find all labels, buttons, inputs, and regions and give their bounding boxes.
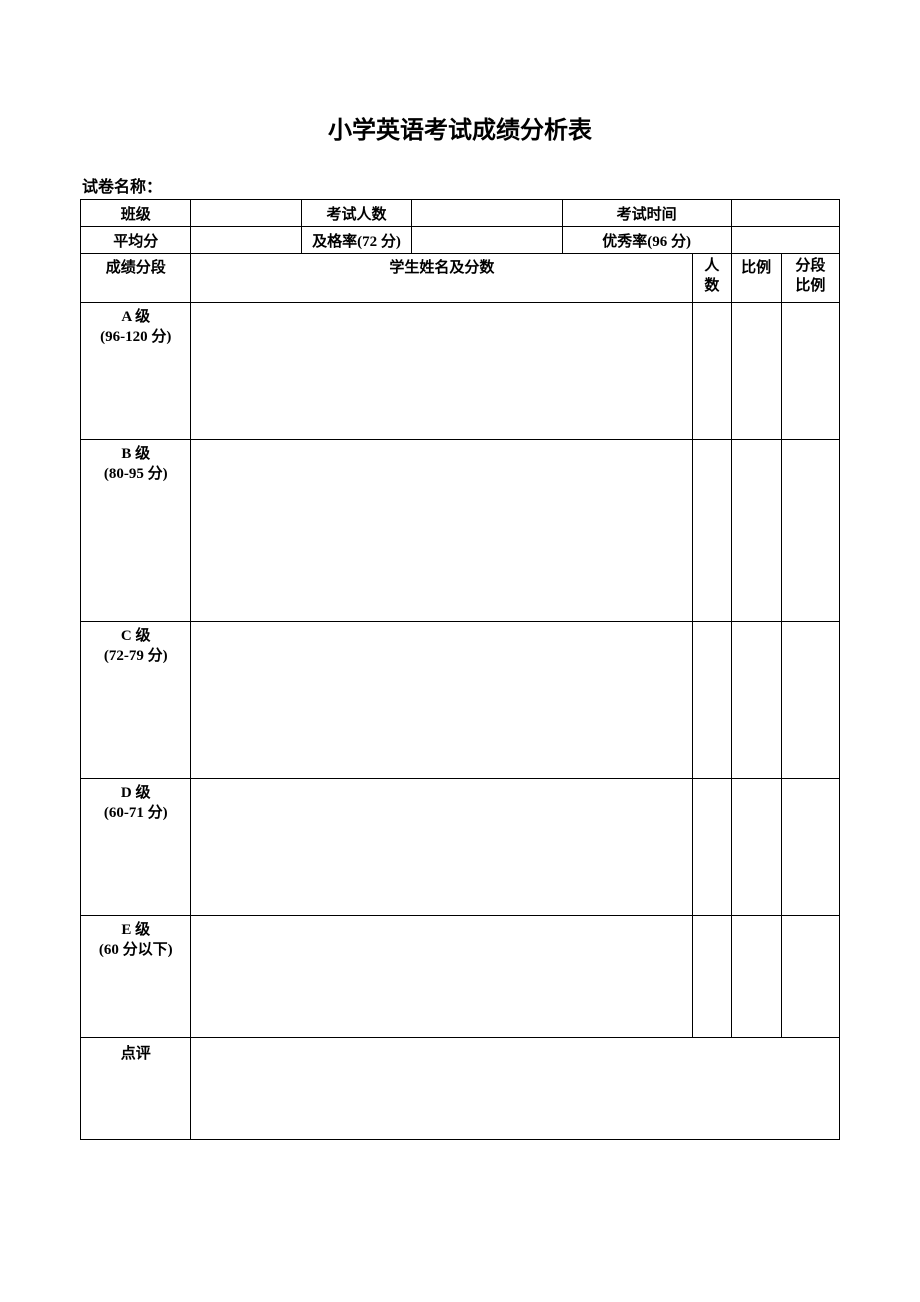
seg-ratio-header: 分段 比例 <box>781 254 839 303</box>
seg-a-segratio <box>781 303 839 440</box>
seg-a-label-l1: A 级 <box>121 309 150 325</box>
exam-time-label: 考试时间 <box>562 200 731 227</box>
pass-rate-value <box>412 227 563 254</box>
exam-name-label: 试卷名称： <box>80 173 840 197</box>
seg-c-label-l1: C 级 <box>121 628 151 644</box>
comment-label: 点评 <box>81 1038 191 1140</box>
class-value <box>191 200 301 227</box>
seg-a-names <box>191 303 693 440</box>
class-label: 班级 <box>81 200 191 227</box>
range-header: 成绩分段 <box>81 254 191 303</box>
exam-time-value <box>731 200 840 227</box>
header-row-1: 班级 考试人数 考试时间 <box>81 200 840 227</box>
seg-d-ratio <box>731 779 781 916</box>
avg-label: 平均分 <box>81 227 191 254</box>
comment-row: 点评 <box>81 1038 840 1140</box>
segment-header-row: 成绩分段 学生姓名及分数 人 数 比例 分段 比例 <box>81 254 840 303</box>
names-header: 学生姓名及分数 <box>191 254 693 303</box>
segment-row-c: C 级 (72-79 分) <box>81 622 840 779</box>
comment-pad-1 <box>693 1038 731 1140</box>
seg-d-count <box>693 779 731 916</box>
seg-b-label-l2: (80-95 分) <box>104 466 168 482</box>
seg-ratio-header-l2: 比例 <box>795 278 825 294</box>
seg-e-ratio <box>731 916 781 1038</box>
seg-c-ratio <box>731 622 781 779</box>
seg-b-names <box>191 440 693 622</box>
seg-ratio-header-l1: 分段 <box>795 258 825 274</box>
comment-value <box>191 1038 693 1140</box>
seg-d-label-l1: D 级 <box>121 785 151 801</box>
pass-rate-label: 及格率(72 分) <box>301 227 411 254</box>
count-header-l1: 人 <box>704 258 719 274</box>
avg-value <box>191 227 301 254</box>
seg-b-count <box>693 440 731 622</box>
seg-d-label-l2: (60-71 分) <box>104 805 168 821</box>
page: 小学英语考试成绩分析表 试卷名称： 班级 考试人数 考试时间 平均分 及格率(7… <box>0 0 920 1302</box>
excellent-rate-label: 优秀率(96 分) <box>562 227 731 254</box>
seg-a-ratio <box>731 303 781 440</box>
seg-b-segratio <box>781 440 839 622</box>
seg-c-label: C 级 (72-79 分) <box>81 622 191 779</box>
ratio-header: 比例 <box>731 254 781 303</box>
seg-a-label-l2: (96-120 分) <box>100 329 171 345</box>
seg-e-names <box>191 916 693 1038</box>
excellent-rate-value <box>731 227 840 254</box>
count-header: 人 数 <box>693 254 731 303</box>
count-header-l2: 数 <box>704 278 719 294</box>
seg-a-count <box>693 303 731 440</box>
segment-row-a: A 级 (96-120 分) <box>81 303 840 440</box>
seg-d-segratio <box>781 779 839 916</box>
seg-e-count <box>693 916 731 1038</box>
seg-a-label: A 级 (96-120 分) <box>81 303 191 440</box>
seg-c-segratio <box>781 622 839 779</box>
seg-b-ratio <box>731 440 781 622</box>
score-analysis-table: 班级 考试人数 考试时间 平均分 及格率(72 分) 优秀率(96 分) 成绩分… <box>80 199 840 1140</box>
seg-e-label: E 级 (60 分以下) <box>81 916 191 1038</box>
seg-e-segratio <box>781 916 839 1038</box>
seg-b-label: B 级 (80-95 分) <box>81 440 191 622</box>
seg-c-label-l2: (72-79 分) <box>104 648 168 664</box>
seg-d-label: D 级 (60-71 分) <box>81 779 191 916</box>
page-title: 小学英语考试成绩分析表 <box>80 110 840 145</box>
comment-pad-2 <box>731 1038 781 1140</box>
seg-c-names <box>191 622 693 779</box>
segment-row-b: B 级 (80-95 分) <box>81 440 840 622</box>
seg-d-names <box>191 779 693 916</box>
segment-row-e: E 级 (60 分以下) <box>81 916 840 1038</box>
seg-c-count <box>693 622 731 779</box>
exam-count-label: 考试人数 <box>301 200 411 227</box>
comment-pad-3 <box>781 1038 839 1140</box>
exam-count-value <box>412 200 563 227</box>
segment-row-d: D 级 (60-71 分) <box>81 779 840 916</box>
seg-e-label-l1: E 级 <box>121 922 150 938</box>
seg-b-label-l1: B 级 <box>121 446 150 462</box>
seg-e-label-l2: (60 分以下) <box>99 942 173 958</box>
header-row-2: 平均分 及格率(72 分) 优秀率(96 分) <box>81 227 840 254</box>
